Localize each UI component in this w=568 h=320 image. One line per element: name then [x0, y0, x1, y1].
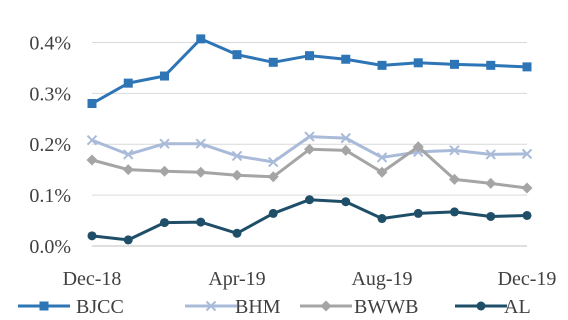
y-tick-label: 0.3%	[29, 83, 71, 105]
data-point	[196, 34, 206, 44]
data-point	[486, 211, 496, 221]
data-point	[231, 150, 243, 162]
data-point	[205, 300, 217, 312]
legend-item-bhm: BHM	[185, 296, 281, 318]
data-point	[304, 131, 315, 142]
x-tick-label: Aug-19	[351, 268, 412, 290]
series-bwwb	[86, 141, 533, 194]
data-point	[268, 208, 278, 218]
legend: BJCC BHM BWWB AL	[18, 296, 531, 318]
legend-item-bjcc: BJCC	[18, 296, 124, 318]
data-point	[232, 50, 242, 60]
data-point	[304, 143, 315, 155]
data-point	[449, 173, 460, 185]
data-point	[86, 154, 98, 166]
data-point	[305, 51, 314, 61]
x-tick-label: Dec-18	[63, 268, 122, 290]
legend-label: BWWB	[354, 296, 418, 318]
legend-label: BJCC	[76, 296, 124, 318]
data-point	[160, 71, 169, 81]
data-point	[377, 214, 387, 224]
legend-label: AL	[504, 296, 531, 318]
data-point	[340, 144, 352, 156]
data-point	[521, 148, 533, 160]
data-point	[320, 300, 332, 312]
data-point	[450, 207, 459, 217]
data-point	[522, 62, 532, 72]
data-point	[486, 60, 496, 70]
series-bjcc	[87, 34, 532, 109]
data-point	[413, 58, 423, 68]
data-point	[123, 235, 133, 245]
data-point	[485, 177, 497, 189]
data-point	[195, 138, 206, 149]
x-axis-tick-labels: Dec-18 Apr-19 Aug-19 Dec-19	[63, 268, 557, 290]
data-series	[86, 34, 533, 245]
data-point	[476, 301, 486, 311]
data-point	[376, 166, 388, 178]
y-tick-label: 0.4%	[29, 32, 71, 54]
data-point	[413, 208, 423, 218]
data-point	[159, 138, 170, 149]
series-bhm	[86, 131, 533, 168]
data-point	[412, 141, 424, 153]
data-point	[123, 78, 133, 88]
legend-label: BHM	[235, 296, 281, 318]
series-line	[91, 198, 528, 242]
data-point	[485, 149, 496, 160]
y-tick-label: 0.2%	[29, 134, 71, 156]
data-point	[340, 132, 351, 144]
data-point	[159, 165, 170, 177]
data-point	[341, 197, 351, 207]
y-tick-label: 0.0%	[29, 236, 71, 258]
data-point	[450, 59, 459, 69]
data-point	[377, 60, 387, 70]
x-tick-label: Dec-19	[498, 268, 557, 290]
x-tick-label: Apr-19	[208, 268, 265, 290]
legend-item-al: AL	[455, 296, 531, 318]
y-axis-tick-labels: 0.0% 0.1% 0.2% 0.3% 0.4%	[29, 32, 71, 258]
y-tick-label: 0.1%	[29, 185, 71, 207]
data-point	[195, 166, 207, 178]
data-point	[232, 228, 242, 238]
data-point	[521, 182, 533, 194]
data-point	[376, 152, 388, 163]
data-point	[39, 301, 49, 311]
data-point	[122, 164, 134, 176]
data-point	[449, 145, 460, 156]
data-point	[341, 54, 351, 64]
data-point	[268, 156, 279, 168]
data-point	[267, 171, 279, 183]
data-point	[123, 149, 134, 160]
data-point	[86, 134, 98, 146]
data-point	[87, 99, 97, 109]
data-point	[160, 218, 169, 228]
data-point	[231, 169, 243, 181]
data-point	[268, 57, 278, 67]
data-point	[522, 210, 532, 220]
series-al	[87, 195, 532, 245]
legend-item-bwwb: BWWB	[300, 296, 418, 318]
data-point	[87, 231, 97, 241]
data-point	[196, 217, 206, 227]
data-point	[305, 195, 314, 205]
